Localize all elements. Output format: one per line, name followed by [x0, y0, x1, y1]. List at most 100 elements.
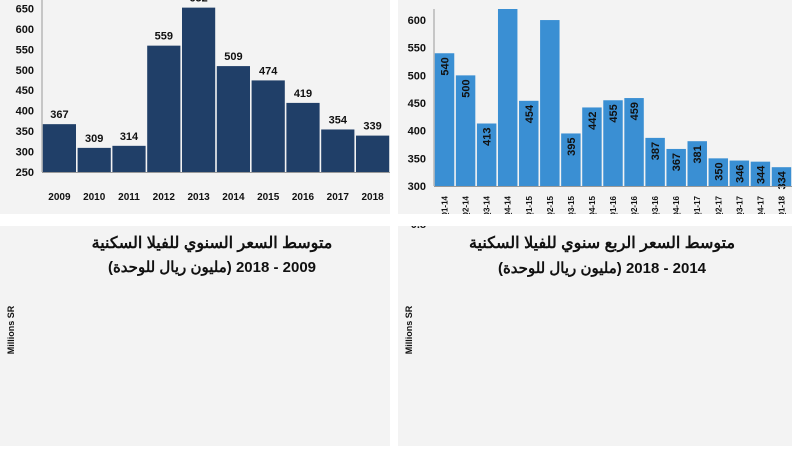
bar	[582, 107, 602, 186]
bar	[455, 75, 476, 186]
chart-quarterly-villa-price: متوسط السعر الربع سنوي للفيلا السكنية (مل…	[404, 105, 788, 354]
x-tick-label: Q3-14	[483, 195, 492, 214]
x-tick-label: 2011	[118, 192, 140, 203]
x-tick-label: 2015	[257, 192, 280, 203]
data-label: 344	[755, 165, 767, 184]
bar	[519, 100, 539, 186]
data-label: 350	[713, 162, 725, 180]
data-label: 309	[85, 133, 103, 145]
x-tick-label: Q4-16	[672, 195, 681, 214]
bar	[77, 147, 111, 172]
y-tick-label: 300	[408, 181, 426, 193]
x-tick-label: Q1-17	[693, 195, 702, 214]
bar	[286, 102, 320, 172]
x-tick-label: 2014	[222, 192, 245, 203]
y-axis-label: Millions SR	[6, 305, 16, 354]
y-tick-label: 350	[408, 153, 426, 165]
bar	[356, 135, 390, 172]
data-label: 454	[524, 104, 536, 123]
panel-top-left: 250 300 350 400 450 500 550 600 650 367 2009 309 201…	[0, 0, 390, 214]
x-tick-label: Q1-16	[609, 195, 618, 214]
data-label: 334	[776, 170, 788, 189]
y-tick-label: 550	[16, 44, 34, 56]
data-label: 500	[461, 79, 473, 97]
data-label: 354	[329, 114, 348, 126]
panel-top-right: 300 350 400 450 500 550 600 540 Q1-14 500 Q2-14 413…	[398, 0, 792, 218]
x-tick-label: Q3-15	[567, 195, 576, 214]
x-tick-label: Q4-17	[756, 195, 765, 214]
y-axis-label: Millions SR	[404, 305, 414, 354]
data-label: 419	[294, 88, 312, 100]
data-label: 395	[566, 137, 578, 155]
bar	[476, 123, 497, 186]
x-tick-label: 2018	[361, 192, 384, 203]
y-tick-label: 500	[408, 70, 426, 82]
chart-subtitle: (مليون ريال للوحدة) 2014 - 2018	[498, 260, 707, 277]
bar	[561, 133, 581, 186]
panel-bottom-left: متوسط السعر السنوي للفيلا السكنية (مليون …	[0, 93, 390, 446]
chart-title: متوسط السعر السنوي للفيلا السكنية	[92, 235, 333, 253]
bar	[771, 167, 792, 186]
bar	[540, 20, 560, 186]
bar	[666, 148, 686, 186]
data-label: 387	[650, 142, 662, 160]
y-tick-label: 450	[408, 98, 426, 110]
y-tick-label: 0.8	[411, 226, 426, 231]
data-label: 381	[692, 145, 704, 163]
y-tick-label: 500	[16, 65, 34, 77]
y-tick-label: 300	[16, 147, 34, 159]
y-tick-label: 400	[16, 106, 34, 118]
x-tick-label: Q3-16	[651, 195, 660, 214]
bar	[42, 124, 76, 172]
data-label: 442	[587, 111, 599, 129]
bar	[603, 100, 623, 186]
chart-title: متوسط السعر الربع سنوي للفيلا السكنية	[469, 235, 735, 253]
data-label: 540	[440, 57, 452, 75]
bar	[321, 129, 355, 172]
y-tick-label: 600	[408, 15, 426, 27]
x-tick-label: 2010	[83, 192, 106, 203]
data-label: 413	[482, 127, 494, 145]
x-tick-label: Q4-15	[588, 195, 597, 214]
x-tick-label: 2009	[48, 192, 71, 203]
y-tick-label: 250	[16, 167, 34, 179]
bar	[750, 161, 771, 186]
y-tick-label: 450	[16, 85, 34, 97]
chart-quarterly-price-sar: 300 350 400 450 500 550 600 540 Q1-14 500 Q2-14 413…	[408, 9, 792, 218]
panel-bottom-right: متوسط السعر الربع سنوي للفيلا السكنية (مل…	[398, 105, 792, 446]
bar	[251, 80, 285, 172]
chart-annual-villa-price: متوسط السعر السنوي للفيلا السكنية (مليون …	[6, 93, 390, 354]
bar	[147, 45, 181, 172]
x-tick-label: Q1-14	[441, 195, 450, 214]
y-tick-label: 400	[408, 126, 426, 138]
bar	[182, 7, 216, 173]
y-tick-label: 350	[16, 126, 34, 138]
x-tick-label: 2012	[153, 192, 176, 203]
data-label: 652	[189, 0, 207, 5]
x-tick-label: Q1-18	[777, 195, 786, 214]
bar	[624, 98, 644, 186]
x-tick-label: 2013	[187, 192, 210, 203]
bar	[497, 9, 518, 186]
data-label: 559	[155, 31, 173, 43]
bar	[645, 137, 665, 186]
x-tick-label: Q1-15	[525, 195, 534, 214]
bar	[216, 66, 250, 172]
data-label: 367	[671, 153, 683, 171]
chart-subtitle: (مليون ريال للوحدة) 2009 - 2018	[108, 259, 316, 276]
bar	[708, 158, 729, 186]
data-label: 509	[224, 51, 242, 63]
data-label: 367	[50, 109, 68, 121]
data-label: 339	[363, 121, 381, 133]
data-label: 455	[608, 104, 620, 122]
data-label: 474	[259, 65, 278, 77]
bar	[434, 53, 455, 186]
x-tick-label: Q4-14	[504, 195, 513, 214]
data-label: 346	[734, 165, 746, 183]
y-tick-label: 600	[16, 24, 34, 36]
x-tick-label: 2016	[292, 192, 315, 203]
bar	[729, 160, 750, 186]
x-tick-label: 2017	[327, 192, 350, 203]
x-tick-label: Q2-14	[462, 195, 471, 214]
data-label: 459	[629, 102, 641, 120]
